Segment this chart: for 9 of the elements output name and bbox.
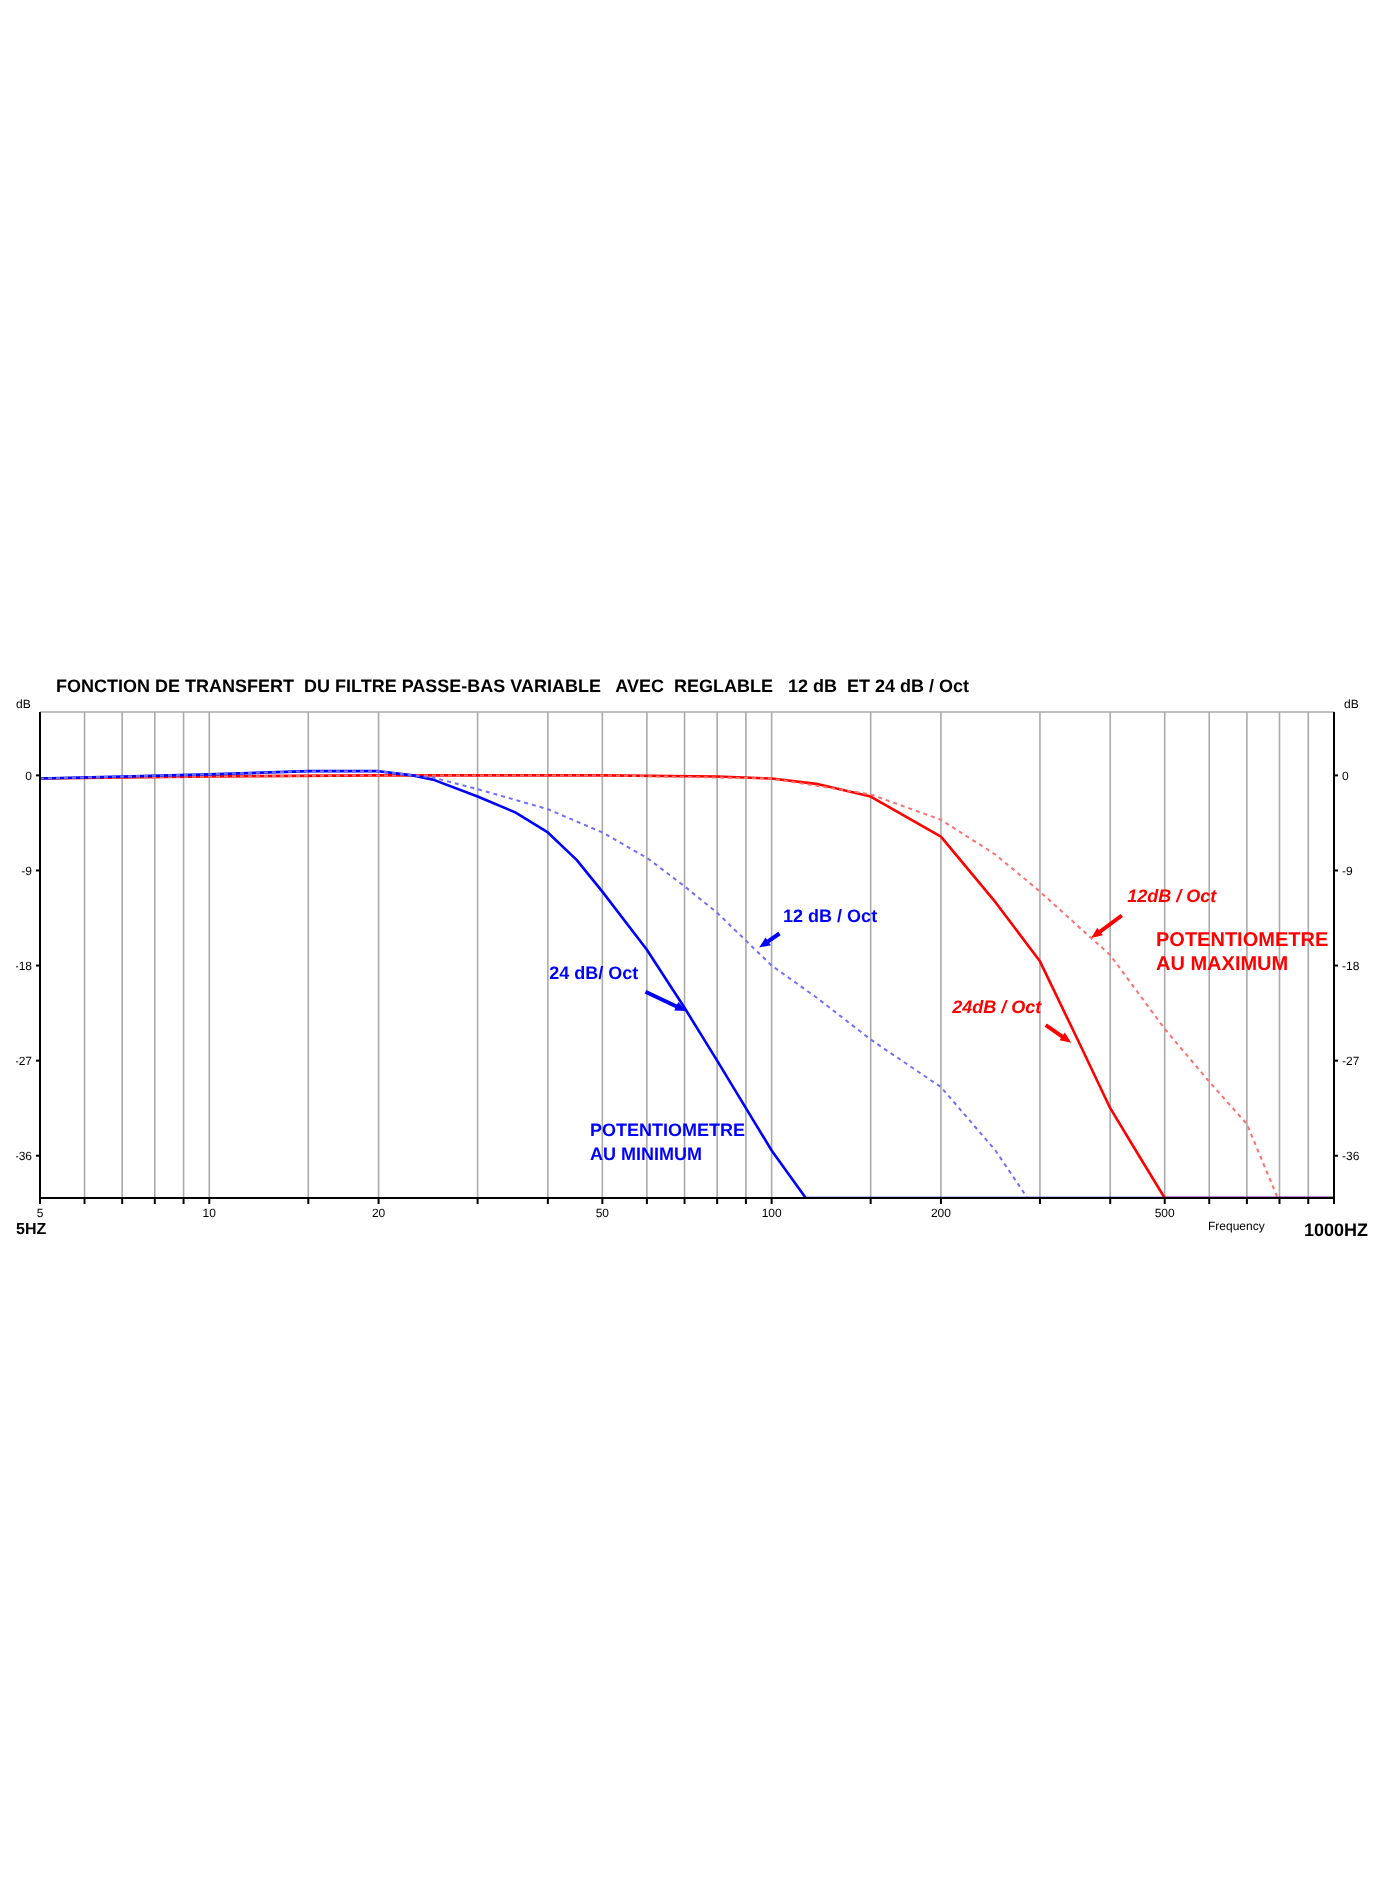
annotation: 24dB / Oct [950, 996, 1044, 1017]
text: 5HZ [16, 1218, 47, 1242]
text: 1000HZ [1304, 1218, 1369, 1242]
chart-title: FONCTION DE TRANSFERT DU FILTRE PASSE-BAS VARIABLE AVEC REGLABLE 12 dB ET 24 dB / Oct [56, 676, 970, 696]
annotation: 24 dB/ Oct [549, 963, 639, 983]
annotation: POTENTIOMETRE AU MINIMUM [590, 1118, 746, 1166]
annotation: POTENTIOMETRE AU MAXIMUM [1156, 930, 1329, 978]
annotation: 12 dB / Oct [783, 905, 878, 926]
annotation: 12dB / Oct [1127, 886, 1219, 907]
